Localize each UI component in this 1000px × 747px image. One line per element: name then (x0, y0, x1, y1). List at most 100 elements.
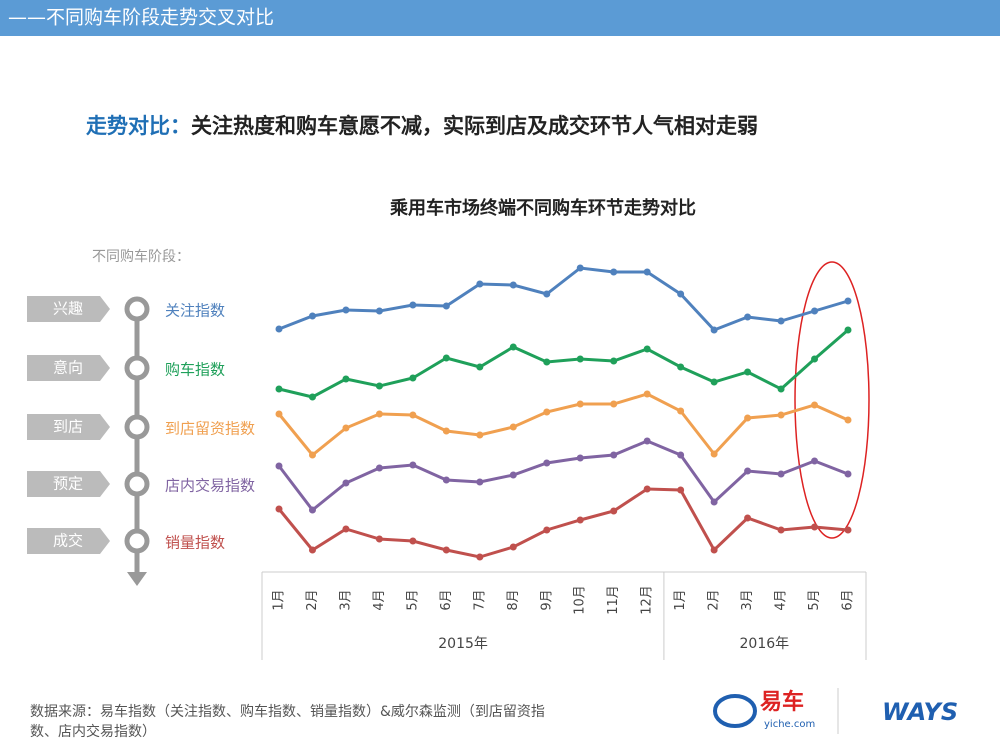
stage-node (124, 355, 150, 381)
data-point (844, 470, 852, 478)
stage-label: 成交 (53, 532, 83, 550)
data-point (811, 355, 819, 363)
data-point (744, 414, 752, 422)
data-point (275, 385, 283, 393)
x-tick-label: 4月 (372, 589, 387, 610)
data-point (543, 526, 551, 534)
data-point (777, 526, 785, 534)
data-point (744, 514, 752, 522)
data-point (476, 363, 484, 371)
x-tick-label: 8月 (506, 589, 521, 610)
x-tick-label: 6月 (841, 589, 856, 610)
data-point (543, 459, 551, 467)
data-point (509, 471, 517, 479)
highlight-ellipse (794, 261, 870, 539)
data-point (811, 307, 819, 315)
x-tick-label: 2月 (707, 589, 722, 610)
data-point (677, 290, 685, 298)
data-point (409, 461, 417, 469)
stage-node (124, 528, 150, 554)
data-point (342, 375, 350, 383)
legend-label: 到店留资指数 (165, 420, 255, 438)
x-tick-label: 6月 (439, 589, 454, 610)
stage-label: 到店 (53, 418, 83, 436)
data-point (308, 312, 316, 320)
headline: 走势对比：关注热度和购车意愿不减，实际到店及成交环节人气相对走弱 (86, 114, 758, 138)
data-point (744, 467, 752, 475)
data-point (576, 516, 584, 524)
source: 数据来源：易车指数（关注指数、购车指数、销量指数）&威尔森监测（到店留资指数、店… (30, 703, 545, 740)
data-point (442, 476, 450, 484)
stage-box (27, 414, 110, 440)
stage-label: 兴趣 (53, 300, 83, 318)
data-point (375, 307, 383, 315)
x-tick-label: 7月 (472, 589, 487, 610)
stage-label: 预定 (53, 475, 83, 493)
data-point (643, 268, 651, 276)
data-point (643, 390, 651, 398)
legend-label: 关注指数 (165, 302, 225, 320)
data-point (811, 401, 819, 409)
headline-lead: 走势对比： (86, 114, 191, 138)
data-point (476, 280, 484, 288)
data-point (844, 297, 852, 305)
legend-label: 店内交易指数 (165, 477, 255, 495)
stage-node (124, 471, 150, 497)
data-point (543, 290, 551, 298)
data-point (308, 451, 316, 459)
data-point (677, 363, 685, 371)
data-point (543, 408, 551, 416)
data-point (375, 382, 383, 390)
data-point (442, 302, 450, 310)
x-tick-label: 5月 (405, 589, 420, 610)
data-point (275, 505, 283, 513)
stage-node (124, 296, 150, 322)
data-point (342, 479, 350, 487)
data-point (643, 485, 651, 493)
x-tick-label: 10月 (573, 585, 588, 615)
data-point (777, 411, 785, 419)
data-point (744, 313, 752, 321)
data-point (442, 427, 450, 435)
data-point (777, 317, 785, 325)
series-line (277, 439, 849, 513)
data-point (543, 358, 551, 366)
data-point (677, 486, 685, 494)
logo-ways: WAYS (882, 698, 958, 726)
data-point (777, 470, 785, 478)
data-point (275, 325, 283, 333)
data-point (677, 407, 685, 415)
data-point (509, 281, 517, 289)
data-point (610, 268, 618, 276)
data-point (509, 423, 517, 431)
data-point (509, 543, 517, 551)
data-point (844, 526, 852, 534)
data-point (275, 410, 283, 418)
group-label: 2015年 (438, 636, 488, 652)
data-point (476, 478, 484, 486)
legend-title: 不同购车阶段： (92, 248, 190, 265)
data-point (777, 385, 785, 393)
data-point (375, 410, 383, 418)
stage-box (27, 296, 110, 322)
data-point (409, 537, 417, 545)
data-point (476, 431, 484, 439)
data-point (610, 507, 618, 515)
data-point (643, 437, 651, 445)
data-point (509, 343, 517, 351)
data-point (375, 535, 383, 543)
data-point (342, 525, 350, 533)
stage-box (27, 471, 110, 497)
x-tick-label: 4月 (774, 589, 789, 610)
x-tick-label: 1月 (673, 589, 688, 610)
data-point (442, 354, 450, 362)
logo-yiche: 易车 (760, 689, 804, 715)
data-point (610, 451, 618, 459)
series-line (277, 392, 849, 458)
x-tick-label: 12月 (640, 585, 655, 615)
data-point (308, 546, 316, 554)
data-point (811, 457, 819, 465)
data-point (811, 523, 819, 531)
stage-box (27, 355, 110, 381)
data-point (844, 326, 852, 334)
